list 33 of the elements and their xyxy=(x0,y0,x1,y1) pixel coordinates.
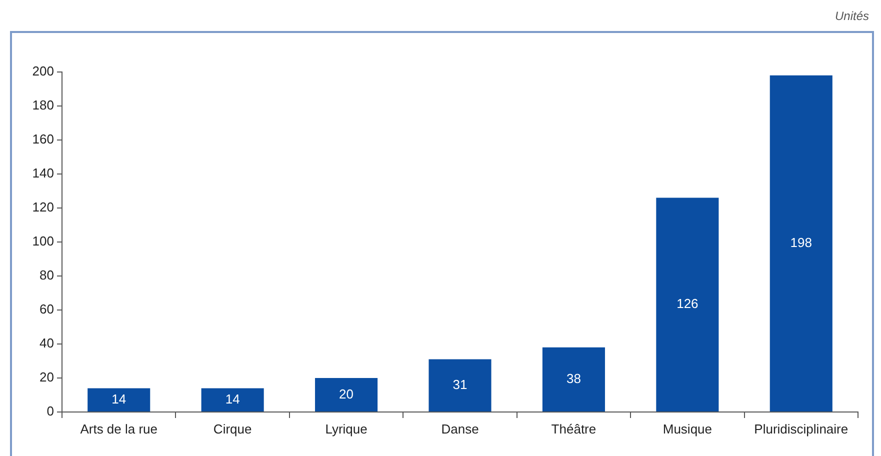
x-tick-label: Arts de la rue xyxy=(80,421,158,436)
x-tick-label: Pluridisciplinaire xyxy=(754,421,848,436)
y-tick-label: 160 xyxy=(32,132,54,147)
y-tick-label: 0 xyxy=(46,404,54,419)
y-tick-label: 200 xyxy=(32,64,54,79)
y-tick-label: 180 xyxy=(32,98,54,113)
y-tick-label: 120 xyxy=(32,200,54,215)
y-tick-label: 60 xyxy=(40,302,54,317)
data-label: 14 xyxy=(225,391,240,406)
bar xyxy=(428,359,492,412)
data-label: 20 xyxy=(339,386,354,402)
y-tick-label: 20 xyxy=(40,370,54,385)
x-tick-label: Théâtre xyxy=(551,421,596,436)
bar xyxy=(201,388,264,412)
x-tick-label: Cirque xyxy=(213,421,252,436)
data-label: 31 xyxy=(452,376,468,392)
data-label: 38 xyxy=(566,371,581,386)
bar xyxy=(88,388,150,412)
bar xyxy=(315,378,378,412)
bar xyxy=(656,198,719,412)
data-label: 198 xyxy=(790,235,812,250)
data-label: 14 xyxy=(112,391,126,406)
y-tick-label: 100 xyxy=(32,234,54,249)
bar xyxy=(542,347,605,412)
bar xyxy=(770,75,832,412)
text: Unités xyxy=(834,9,869,23)
y-tick-label: 80 xyxy=(40,268,54,283)
x-tick-label: Lyrique xyxy=(325,421,368,436)
y-tick-label: 140 xyxy=(32,166,54,181)
data-label: 126 xyxy=(676,296,698,312)
x-tick-label: Danse xyxy=(441,421,479,436)
y-tick-label: 40 xyxy=(40,336,54,351)
x-tick-label: Musique xyxy=(662,421,712,436)
